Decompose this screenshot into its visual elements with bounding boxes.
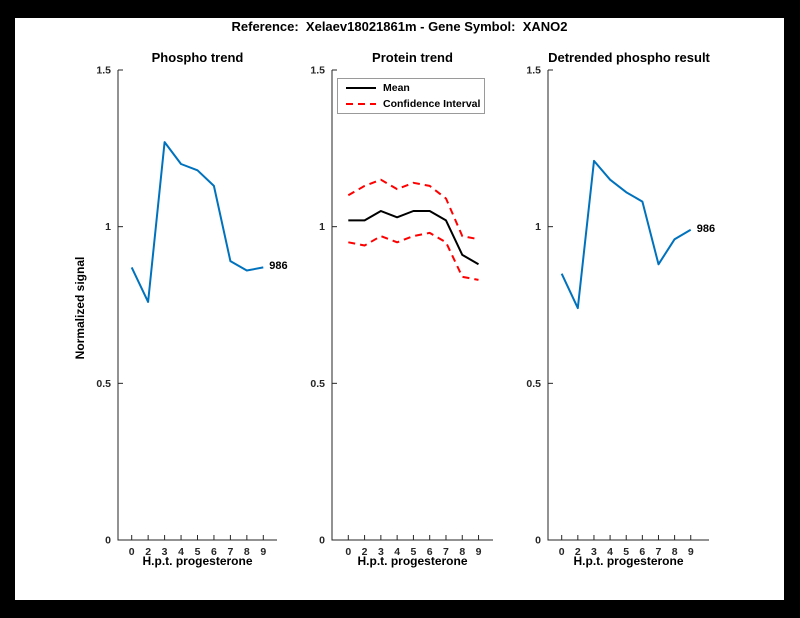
x-tick-label: 4	[178, 546, 184, 558]
legend-item-mean: Mean	[346, 82, 484, 94]
x-tick-label: 0	[345, 546, 351, 558]
x-tick-label: 5	[195, 546, 201, 558]
figure-title: Reference: Xelaev18021861m - Gene Symbol…	[231, 19, 568, 34]
y-tick-label: 0	[319, 535, 325, 547]
subplot-1: 00.511.50 2 3 4 5 6 7 8 9	[96, 65, 277, 558]
x-tick-label: 4	[394, 546, 400, 558]
x-tick-label: 8	[459, 546, 465, 558]
y-tick-label: 0	[535, 535, 541, 547]
y-tick-label: 0.5	[526, 378, 541, 390]
legend-item-confidence-interval: Confidence Interval	[346, 98, 484, 110]
legend-label-confidence-interval: Confidence Interval	[383, 98, 481, 110]
y-axis-label: Normalized signal	[73, 256, 87, 360]
x-tick-label: 9	[688, 546, 694, 558]
subplot-2: 00.511.50 2 3 4 5 6 7 8 9	[310, 65, 493, 558]
y-tick-label: 0	[105, 535, 111, 547]
series-confidence-interval-lower	[348, 231, 479, 281]
y-tick-label: 1.5	[526, 65, 541, 77]
y-tick-label: 1	[319, 221, 325, 233]
series-confidence-interval-upper	[347, 178, 479, 241]
y-tick-label: 1.5	[96, 65, 111, 77]
y-tick-label: 1	[105, 221, 111, 233]
x-tick-label: 6	[427, 546, 433, 558]
x-tick-label: 6	[211, 546, 217, 558]
x-tick-label: 0	[129, 546, 135, 558]
subplot1-x-axis-label: H.p.t. progesterone	[142, 554, 253, 568]
y-tick-label: 1.5	[310, 65, 325, 77]
x-tick-label: 7	[227, 546, 233, 558]
x-tick-label: 0	[559, 546, 565, 558]
x-tick-label: 7	[656, 546, 662, 558]
x-tick-label: 4	[607, 546, 613, 558]
x-tick-label: 2	[145, 546, 151, 558]
x-tick-label: 5	[410, 546, 416, 558]
x-tick-label: 2	[575, 546, 581, 558]
x-tick-label: 6	[639, 546, 645, 558]
series-end-label-3: 986	[696, 222, 716, 235]
x-tick-label: 7	[443, 546, 449, 558]
y-tick-label: 0.5	[310, 378, 325, 390]
x-tick-label: 8	[244, 546, 250, 558]
series-detrended-phospho-signal	[560, 159, 692, 310]
subplot2-x-axis-label: H.p.t. progesterone	[357, 554, 468, 568]
figure-background	[15, 18, 784, 600]
x-tick-label: 3	[591, 546, 597, 558]
x-tick-label: 3	[162, 546, 168, 558]
x-tick-label: 3	[378, 546, 384, 558]
x-tick-label: 2	[362, 546, 368, 558]
axes-spines	[331, 70, 493, 541]
ci-line-sample-icon	[346, 103, 376, 105]
axes-spines	[547, 70, 709, 541]
legend: Mean Confidence Interval	[337, 78, 485, 114]
subplot2-title: Protein trend	[372, 50, 453, 65]
subplot3-x-axis-label: H.p.t. progesterone	[573, 554, 684, 568]
x-tick-label: 8	[672, 546, 678, 558]
x-tick-label: 5	[623, 546, 629, 558]
axes-spines	[117, 70, 277, 541]
series-phospho-signal	[130, 141, 264, 303]
subplot1-title: Phospho trend	[151, 50, 244, 65]
mean-line-sample-icon	[346, 87, 376, 89]
x-tick-label: 9	[260, 546, 266, 558]
series-end-label-1: 986	[269, 260, 288, 273]
x-tick-label: 9	[476, 546, 482, 558]
subplot3-title: Detrended phospho result	[548, 50, 710, 65]
y-tick-label: 1	[535, 221, 541, 233]
y-tick-label: 0.5	[96, 378, 111, 390]
legend-label-mean: Mean	[383, 82, 410, 94]
series-mean	[348, 210, 480, 266]
subplot-3: 00.511.50 2 3 4 5 6 7 8 9	[526, 65, 709, 558]
